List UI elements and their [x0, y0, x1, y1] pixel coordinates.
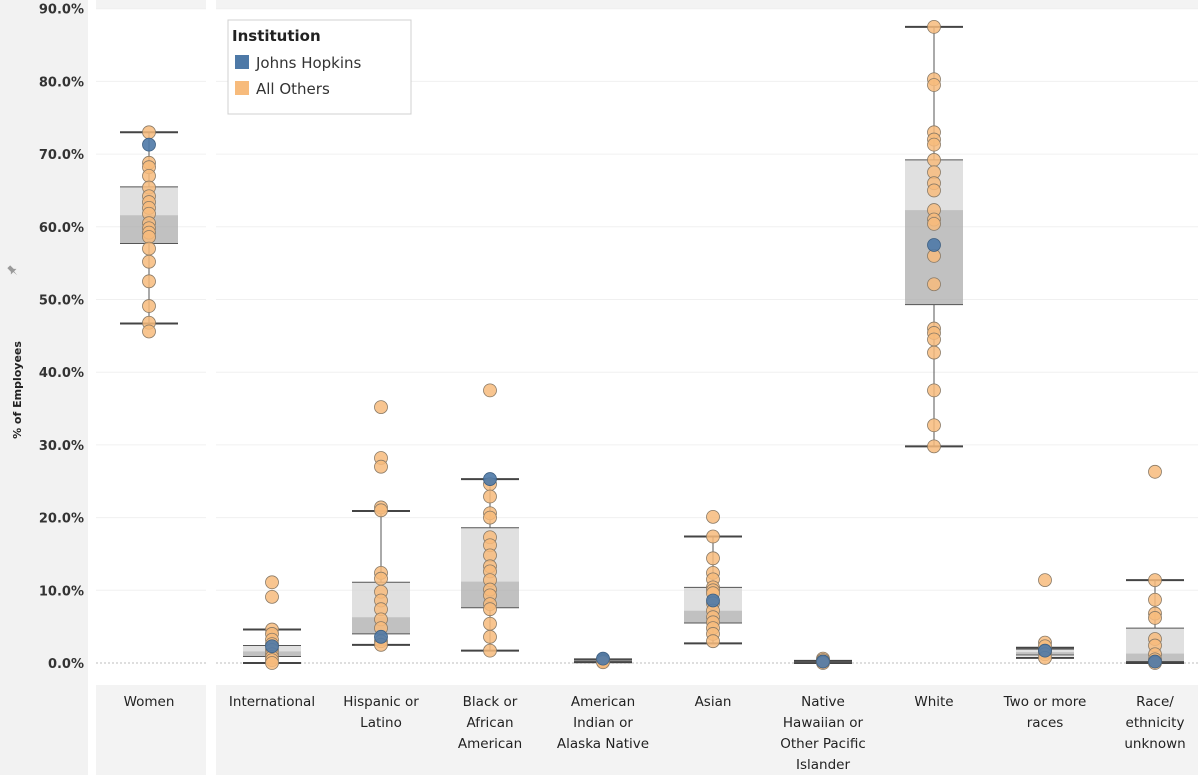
- point-all-others: [266, 590, 279, 603]
- point-all-others: [143, 126, 156, 139]
- point-all-others: [1039, 574, 1052, 587]
- point-all-others: [143, 275, 156, 288]
- x-category-label-line: Black or: [463, 694, 518, 710]
- point-all-others: [484, 617, 497, 630]
- point-johns-hopkins: [375, 630, 388, 643]
- x-category-label-line: Women: [124, 694, 175, 710]
- legend-swatch-johns-hopkins[interactable]: [235, 55, 249, 69]
- x-category-label-line: Asian: [695, 694, 732, 710]
- y-tick-label: 20.0%: [39, 512, 84, 527]
- point-all-others: [928, 184, 941, 197]
- point-johns-hopkins: [266, 640, 279, 653]
- x-category-label: Black or African American: [458, 694, 522, 752]
- point-all-others: [707, 635, 720, 648]
- point-johns-hopkins: [484, 473, 497, 486]
- x-category-label-line: Indian or: [573, 715, 633, 731]
- point-all-others: [484, 384, 497, 397]
- point-all-others: [928, 333, 941, 346]
- point-all-others: [928, 153, 941, 166]
- x-category-label-line: American: [571, 694, 635, 710]
- point-all-others: [143, 255, 156, 268]
- x-category-label-line: Native: [801, 694, 845, 710]
- y-tick-label: 0.0%: [48, 657, 84, 672]
- point-all-others: [928, 440, 941, 453]
- y-tick-label: 60.0%: [39, 221, 84, 236]
- point-all-others: [707, 552, 720, 565]
- point-all-others: [484, 630, 497, 643]
- x-category-label-line: Two or more: [1003, 694, 1087, 710]
- women-plot-panel: [96, 9, 206, 685]
- point-all-others: [928, 20, 941, 33]
- point-all-others: [928, 346, 941, 359]
- point-all-others: [375, 460, 388, 473]
- x-category-label-line: races: [1027, 715, 1064, 731]
- point-all-others: [1149, 465, 1162, 478]
- x-category-label: Women: [124, 694, 175, 710]
- point-all-others: [484, 490, 497, 503]
- x-category-label-line: unknown: [1124, 736, 1185, 752]
- y-tick-label: 70.0%: [39, 148, 84, 163]
- y-axis-label: % of Employees: [11, 341, 24, 439]
- point-johns-hopkins: [707, 594, 720, 607]
- x-category-label-line: Other Pacific: [780, 736, 866, 752]
- point-all-others: [707, 530, 720, 543]
- x-category-label-line: ethnicity: [1126, 715, 1185, 731]
- legend: Institution Johns Hopkins All Others: [228, 20, 411, 114]
- legend-label-all-others[interactable]: All Others: [256, 80, 330, 98]
- point-all-others: [266, 576, 279, 589]
- point-all-others: [143, 325, 156, 338]
- point-johns-hopkins: [1039, 644, 1052, 657]
- point-johns-hopkins: [597, 652, 610, 665]
- point-all-others: [143, 242, 156, 255]
- point-all-others: [707, 510, 720, 523]
- x-category-label-line: White: [914, 694, 953, 710]
- point-all-others: [928, 384, 941, 397]
- point-all-others: [266, 657, 279, 670]
- x-category-label-line: International: [229, 694, 315, 710]
- point-all-others: [1149, 611, 1162, 624]
- y-tick-label: 10.0%: [39, 584, 84, 599]
- point-all-others: [484, 603, 497, 616]
- point-all-others: [375, 572, 388, 585]
- legend-title: Institution: [232, 27, 321, 45]
- point-johns-hopkins: [817, 655, 830, 668]
- point-all-others: [375, 401, 388, 414]
- x-category-label-line: Hawaiian or: [783, 715, 864, 731]
- x-category-label-line: Islander: [796, 757, 850, 773]
- point-all-others: [143, 169, 156, 182]
- x-category-label: Asian: [695, 694, 732, 710]
- y-tick-label: 40.0%: [39, 366, 84, 381]
- legend-swatch-all-others[interactable]: [235, 81, 249, 95]
- point-all-others: [143, 230, 156, 243]
- y-tick-label: 80.0%: [39, 75, 84, 90]
- point-johns-hopkins: [928, 238, 941, 251]
- point-all-others: [484, 511, 497, 524]
- x-category-label: White: [914, 694, 953, 710]
- point-all-others: [484, 644, 497, 657]
- point-all-others: [1149, 574, 1162, 587]
- point-all-others: [928, 419, 941, 432]
- point-all-others: [928, 138, 941, 151]
- x-category-label: International: [229, 694, 315, 710]
- y-tick-label: 90.0%: [39, 3, 84, 18]
- point-all-others: [1149, 593, 1162, 606]
- point-all-others: [375, 504, 388, 517]
- x-category-label-line: Hispanic or: [343, 694, 419, 710]
- point-johns-hopkins: [143, 138, 156, 151]
- x-category-label-line: Alaska Native: [557, 736, 649, 752]
- x-category-label-line: American: [458, 736, 522, 752]
- point-all-others: [928, 278, 941, 291]
- point-all-others: [143, 300, 156, 313]
- point-all-others: [928, 217, 941, 230]
- x-category-label-line: Latino: [360, 715, 402, 731]
- x-category-label-line: Race/: [1136, 694, 1174, 710]
- point-johns-hopkins: [1149, 655, 1162, 668]
- x-category-label-line: African: [466, 715, 513, 731]
- point-all-others: [928, 79, 941, 92]
- y-tick-label: 50.0%: [39, 294, 84, 309]
- y-tick-label: 30.0%: [39, 439, 84, 454]
- legend-label-johns-hopkins[interactable]: Johns Hopkins: [255, 54, 362, 72]
